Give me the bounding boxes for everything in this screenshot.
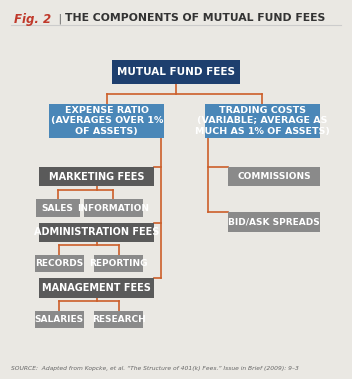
FancyBboxPatch shape: [205, 104, 320, 138]
Text: Fig. 2: Fig. 2: [14, 13, 51, 26]
FancyBboxPatch shape: [39, 167, 154, 186]
Text: REPORTING: REPORTING: [89, 259, 148, 268]
Text: MARKETING FEES: MARKETING FEES: [49, 172, 144, 182]
Text: THE COMPONENTS OF MUTUAL FUND FEES: THE COMPONENTS OF MUTUAL FUND FEES: [65, 13, 325, 23]
Text: SALES: SALES: [42, 204, 74, 213]
FancyBboxPatch shape: [49, 104, 164, 138]
Text: EXPENSE RATIO
(AVERAGES OVER 1%
OF ASSETS): EXPENSE RATIO (AVERAGES OVER 1% OF ASSET…: [51, 106, 163, 136]
Text: TRADING COSTS
(VARIABLE; AVERAGE AS
MUCH AS 1% OF ASSETS): TRADING COSTS (VARIABLE; AVERAGE AS MUCH…: [195, 106, 329, 136]
FancyBboxPatch shape: [84, 199, 143, 217]
Text: SALARIES: SALARIES: [35, 315, 84, 324]
Text: |: |: [55, 13, 65, 24]
Text: ADMINISTRATION FEES: ADMINISTRATION FEES: [34, 227, 159, 237]
Text: RECORDS: RECORDS: [35, 259, 83, 268]
FancyBboxPatch shape: [228, 167, 320, 186]
Text: MUTUAL FUND FEES: MUTUAL FUND FEES: [117, 67, 235, 77]
FancyBboxPatch shape: [94, 310, 143, 328]
Text: RESEARCH: RESEARCH: [92, 315, 145, 324]
FancyBboxPatch shape: [35, 255, 84, 273]
FancyBboxPatch shape: [39, 278, 154, 298]
FancyBboxPatch shape: [228, 212, 320, 232]
FancyBboxPatch shape: [112, 60, 240, 84]
FancyBboxPatch shape: [94, 255, 143, 273]
Text: COMMISSIONS: COMMISSIONS: [237, 172, 311, 181]
Text: BID/ASK SPREADS: BID/ASK SPREADS: [228, 218, 320, 227]
FancyBboxPatch shape: [35, 310, 84, 328]
Text: INFORMATION: INFORMATION: [77, 204, 150, 213]
Text: SOURCE:  Adapted from Kopcke, et al. “The Structure of 401(k) Fees.” Issue in Br: SOURCE: Adapted from Kopcke, et al. “The…: [11, 366, 298, 371]
Text: MANAGEMENT FEES: MANAGEMENT FEES: [42, 283, 151, 293]
FancyBboxPatch shape: [36, 199, 80, 217]
FancyBboxPatch shape: [39, 222, 154, 242]
